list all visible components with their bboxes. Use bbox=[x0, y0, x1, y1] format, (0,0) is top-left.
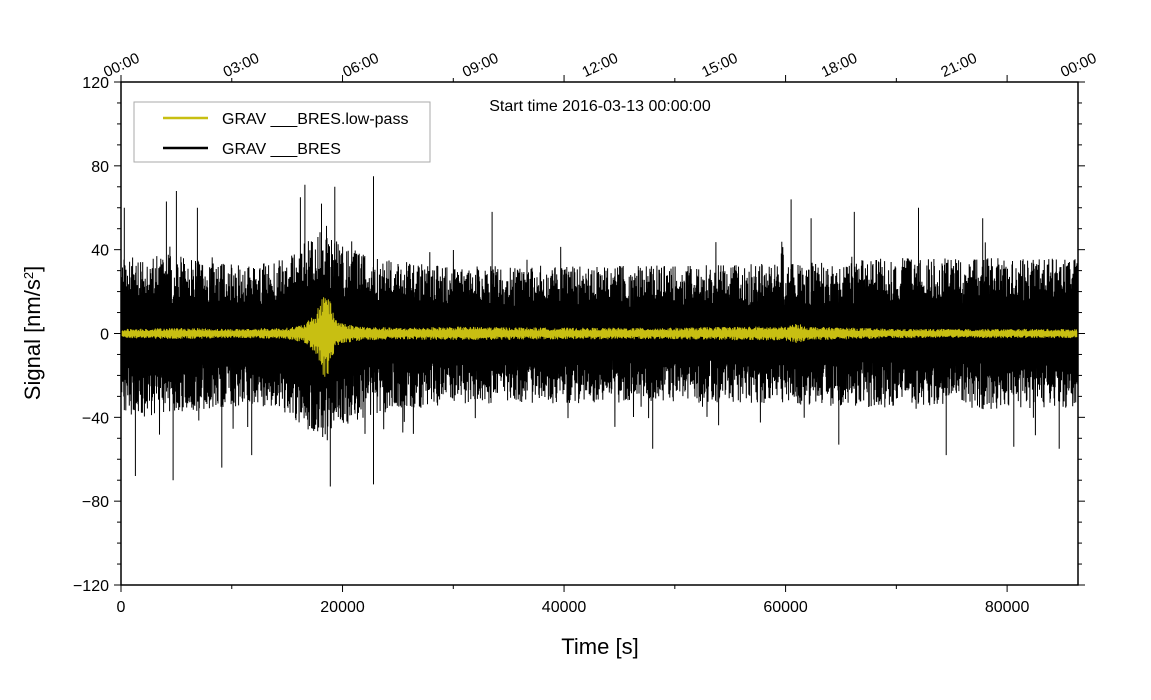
plot-frame bbox=[120, 81, 1079, 586]
top-time-label: 12:00 bbox=[580, 50, 621, 81]
start-time-annotation: Start time 2016-03-13 00:00:00 bbox=[489, 98, 711, 115]
top-time-label: 21:00 bbox=[938, 50, 979, 81]
top-time-label: 18:00 bbox=[819, 50, 860, 81]
top-time-label: 09:00 bbox=[460, 50, 501, 81]
x-axis-title: Time [s] bbox=[561, 634, 638, 659]
x-tick-label: 80000 bbox=[985, 599, 1030, 616]
x-tick-label: 40000 bbox=[542, 599, 587, 616]
svg-text:Signal [nm/s2]: Signal [nm/s2] bbox=[20, 266, 45, 400]
y-tick-label: 0 bbox=[100, 327, 109, 344]
series-layer bbox=[121, 176, 1078, 487]
y-tick-label: −120 bbox=[73, 578, 109, 595]
y-axis-title-end: ] bbox=[20, 266, 45, 272]
y-tick-label: −80 bbox=[82, 494, 109, 511]
y-axis-title: Signal [nm/s2] bbox=[20, 266, 45, 400]
series-lowpass-grav-bres bbox=[121, 297, 1078, 377]
x-tick-label: 0 bbox=[117, 599, 126, 616]
y-tick-label: 120 bbox=[82, 75, 109, 92]
legend-box bbox=[133, 101, 431, 163]
y-axis-title-main: Signal [nm/s bbox=[20, 279, 45, 400]
legend-label-raw: GRAV ___BRES bbox=[222, 141, 341, 158]
top-time-label: 15:00 bbox=[699, 50, 740, 81]
y-tick-label: 40 bbox=[91, 243, 109, 260]
top-time-label: 00:00 bbox=[1058, 50, 1099, 81]
x-tick-label: 60000 bbox=[763, 599, 808, 616]
y-tick-label: 80 bbox=[91, 159, 109, 176]
top-time-label: 03:00 bbox=[221, 50, 262, 81]
legend: GRAV ___BRES.low-pass GRAV ___BRES bbox=[133, 101, 431, 163]
x-tick-label: 20000 bbox=[320, 599, 365, 616]
series-raw-grav-bres bbox=[121, 176, 1078, 487]
top-time-label: 06:00 bbox=[340, 50, 381, 81]
legend-label-lowpass: GRAV ___BRES.low-pass bbox=[222, 111, 408, 128]
y-axis-title-superscript: 2 bbox=[21, 272, 36, 279]
y-tick-label: −40 bbox=[82, 410, 109, 427]
